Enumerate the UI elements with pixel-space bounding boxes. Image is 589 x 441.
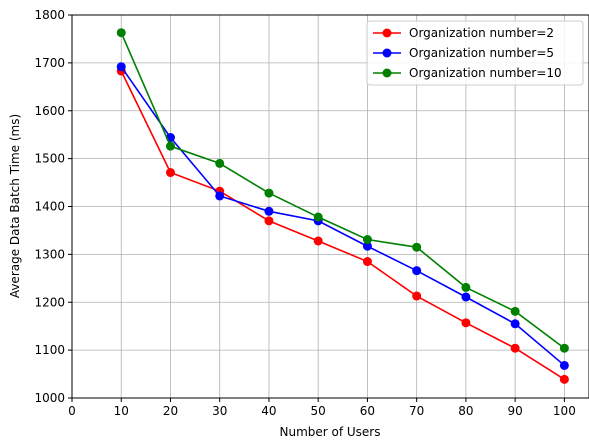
data-point bbox=[313, 212, 323, 222]
legend-swatch-marker bbox=[382, 28, 392, 38]
legend-label: Organization number=5 bbox=[409, 46, 554, 60]
data-point bbox=[215, 191, 225, 201]
data-point bbox=[510, 306, 520, 316]
data-point bbox=[264, 188, 274, 198]
data-point bbox=[412, 291, 422, 301]
x-tick-label: 0 bbox=[68, 404, 76, 418]
y-tick-label: 1500 bbox=[34, 152, 65, 166]
x-tick-label: 80 bbox=[458, 404, 473, 418]
data-point bbox=[412, 242, 422, 252]
y-tick-label: 1600 bbox=[34, 104, 65, 118]
y-tick-label: 1400 bbox=[34, 200, 65, 214]
legend-box bbox=[366, 20, 584, 86]
x-tick-label: 100 bbox=[553, 404, 576, 418]
x-tick-label: 60 bbox=[360, 404, 375, 418]
x-tick-label: 90 bbox=[508, 404, 523, 418]
legend: Organization number=2 Organization number… bbox=[366, 20, 584, 86]
data-point bbox=[264, 206, 274, 216]
data-point bbox=[165, 168, 175, 178]
x-tick-label: 50 bbox=[311, 404, 326, 418]
data-point bbox=[559, 360, 569, 370]
data-point bbox=[461, 318, 471, 328]
data-point bbox=[412, 266, 422, 276]
y-tick-label: 1100 bbox=[34, 343, 65, 357]
data-point bbox=[559, 343, 569, 353]
data-point bbox=[559, 374, 569, 384]
y-tick-label: 1800 bbox=[34, 8, 65, 22]
x-tick-label: 20 bbox=[163, 404, 178, 418]
data-point bbox=[313, 236, 323, 246]
series-line bbox=[120, 70, 565, 381]
legend-label: Organization number=10 bbox=[409, 66, 562, 80]
data-point bbox=[215, 158, 225, 168]
axis-ticks: 0 10 20 30 40 50 60 70 80 90 100 1000 1100 1200 1300 14… bbox=[34, 8, 575, 418]
series-line bbox=[120, 66, 565, 367]
data-point bbox=[116, 28, 126, 38]
data-point bbox=[362, 235, 372, 245]
data-point bbox=[264, 216, 274, 226]
data-point bbox=[362, 241, 372, 251]
data-point bbox=[461, 282, 471, 292]
x-axis-label: Number of Users bbox=[279, 425, 380, 439]
y-tick-label: 1200 bbox=[34, 295, 65, 309]
data-point bbox=[165, 141, 175, 151]
legend-swatch-marker bbox=[382, 48, 392, 58]
x-tick-label: 10 bbox=[114, 404, 129, 418]
x-tick-label: 30 bbox=[212, 404, 227, 418]
data-point bbox=[362, 257, 372, 267]
legend-swatch-marker bbox=[382, 68, 392, 78]
x-tick-label: 40 bbox=[261, 404, 276, 418]
y-tick-label: 1300 bbox=[34, 247, 65, 261]
data-point bbox=[461, 292, 471, 302]
x-tick-label: 70 bbox=[409, 404, 424, 418]
legend-label: Organization number=2 bbox=[409, 26, 554, 40]
data-point bbox=[510, 343, 520, 353]
data-point bbox=[510, 319, 520, 329]
series-line bbox=[120, 32, 565, 349]
data-point bbox=[116, 62, 126, 72]
y-tick-label: 1000 bbox=[34, 391, 65, 405]
y-axis-label: Average Data Batch Time (ms) bbox=[8, 114, 22, 298]
series-layer bbox=[116, 28, 569, 384]
y-tick-label: 1700 bbox=[34, 56, 65, 70]
